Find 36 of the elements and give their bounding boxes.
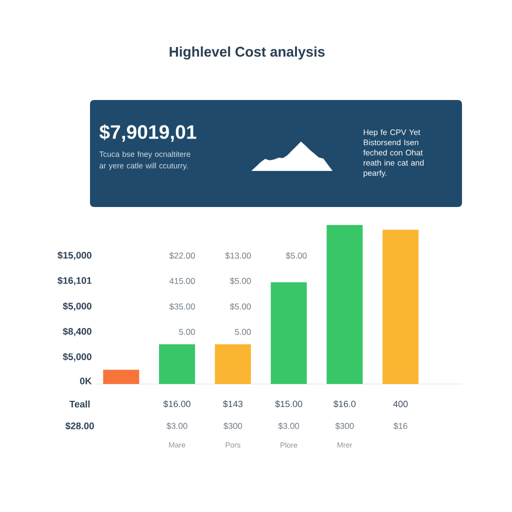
text: $16.00 <box>163 400 190 408</box>
text: $15,000 <box>58 251 92 260</box>
text: Highlevel Cost analysis <box>170 46 325 60</box>
text: 0K <box>80 378 92 384</box>
text: $300 <box>335 422 354 430</box>
bar <box>103 370 140 384</box>
annotation: $22.00 <box>169 252 195 260</box>
bar <box>214 344 251 384</box>
text: $28.00 <box>65 422 94 430</box>
annotation: $5.00 <box>286 252 307 260</box>
bar <box>159 344 196 384</box>
text: $143 <box>222 400 243 408</box>
annotation: $5.00 <box>230 278 251 284</box>
text: $300 <box>224 422 242 430</box>
text: $5,000 <box>62 352 92 362</box>
text: $16.0 <box>333 400 356 408</box>
annotation: 415.00 <box>169 278 195 284</box>
annotation: 5.00 <box>179 328 195 335</box>
text: Teall <box>69 400 90 408</box>
text: $16,101 <box>58 276 92 286</box>
text: $7,9019,01 <box>99 124 196 142</box>
text: Hep fe CPV Yet Bistorsend Isen feched con Ohat reath ine cat and pearfy. <box>363 129 424 178</box>
text: $5,000 <box>62 302 92 311</box>
annotation: 5.00 <box>234 328 251 335</box>
bar <box>326 225 363 384</box>
annotation: $13.00 <box>225 252 251 260</box>
bar <box>270 282 307 384</box>
annotation: $35.00 <box>169 303 195 310</box>
text: $3.00 <box>278 422 300 430</box>
text: 400 <box>393 400 408 408</box>
text: $15.00 <box>275 400 302 408</box>
text: $16 <box>394 422 408 430</box>
bar <box>382 230 419 384</box>
text: $8,400 <box>62 328 92 336</box>
annotation: $5.00 <box>230 303 251 310</box>
text: $3.00 <box>166 422 188 430</box>
